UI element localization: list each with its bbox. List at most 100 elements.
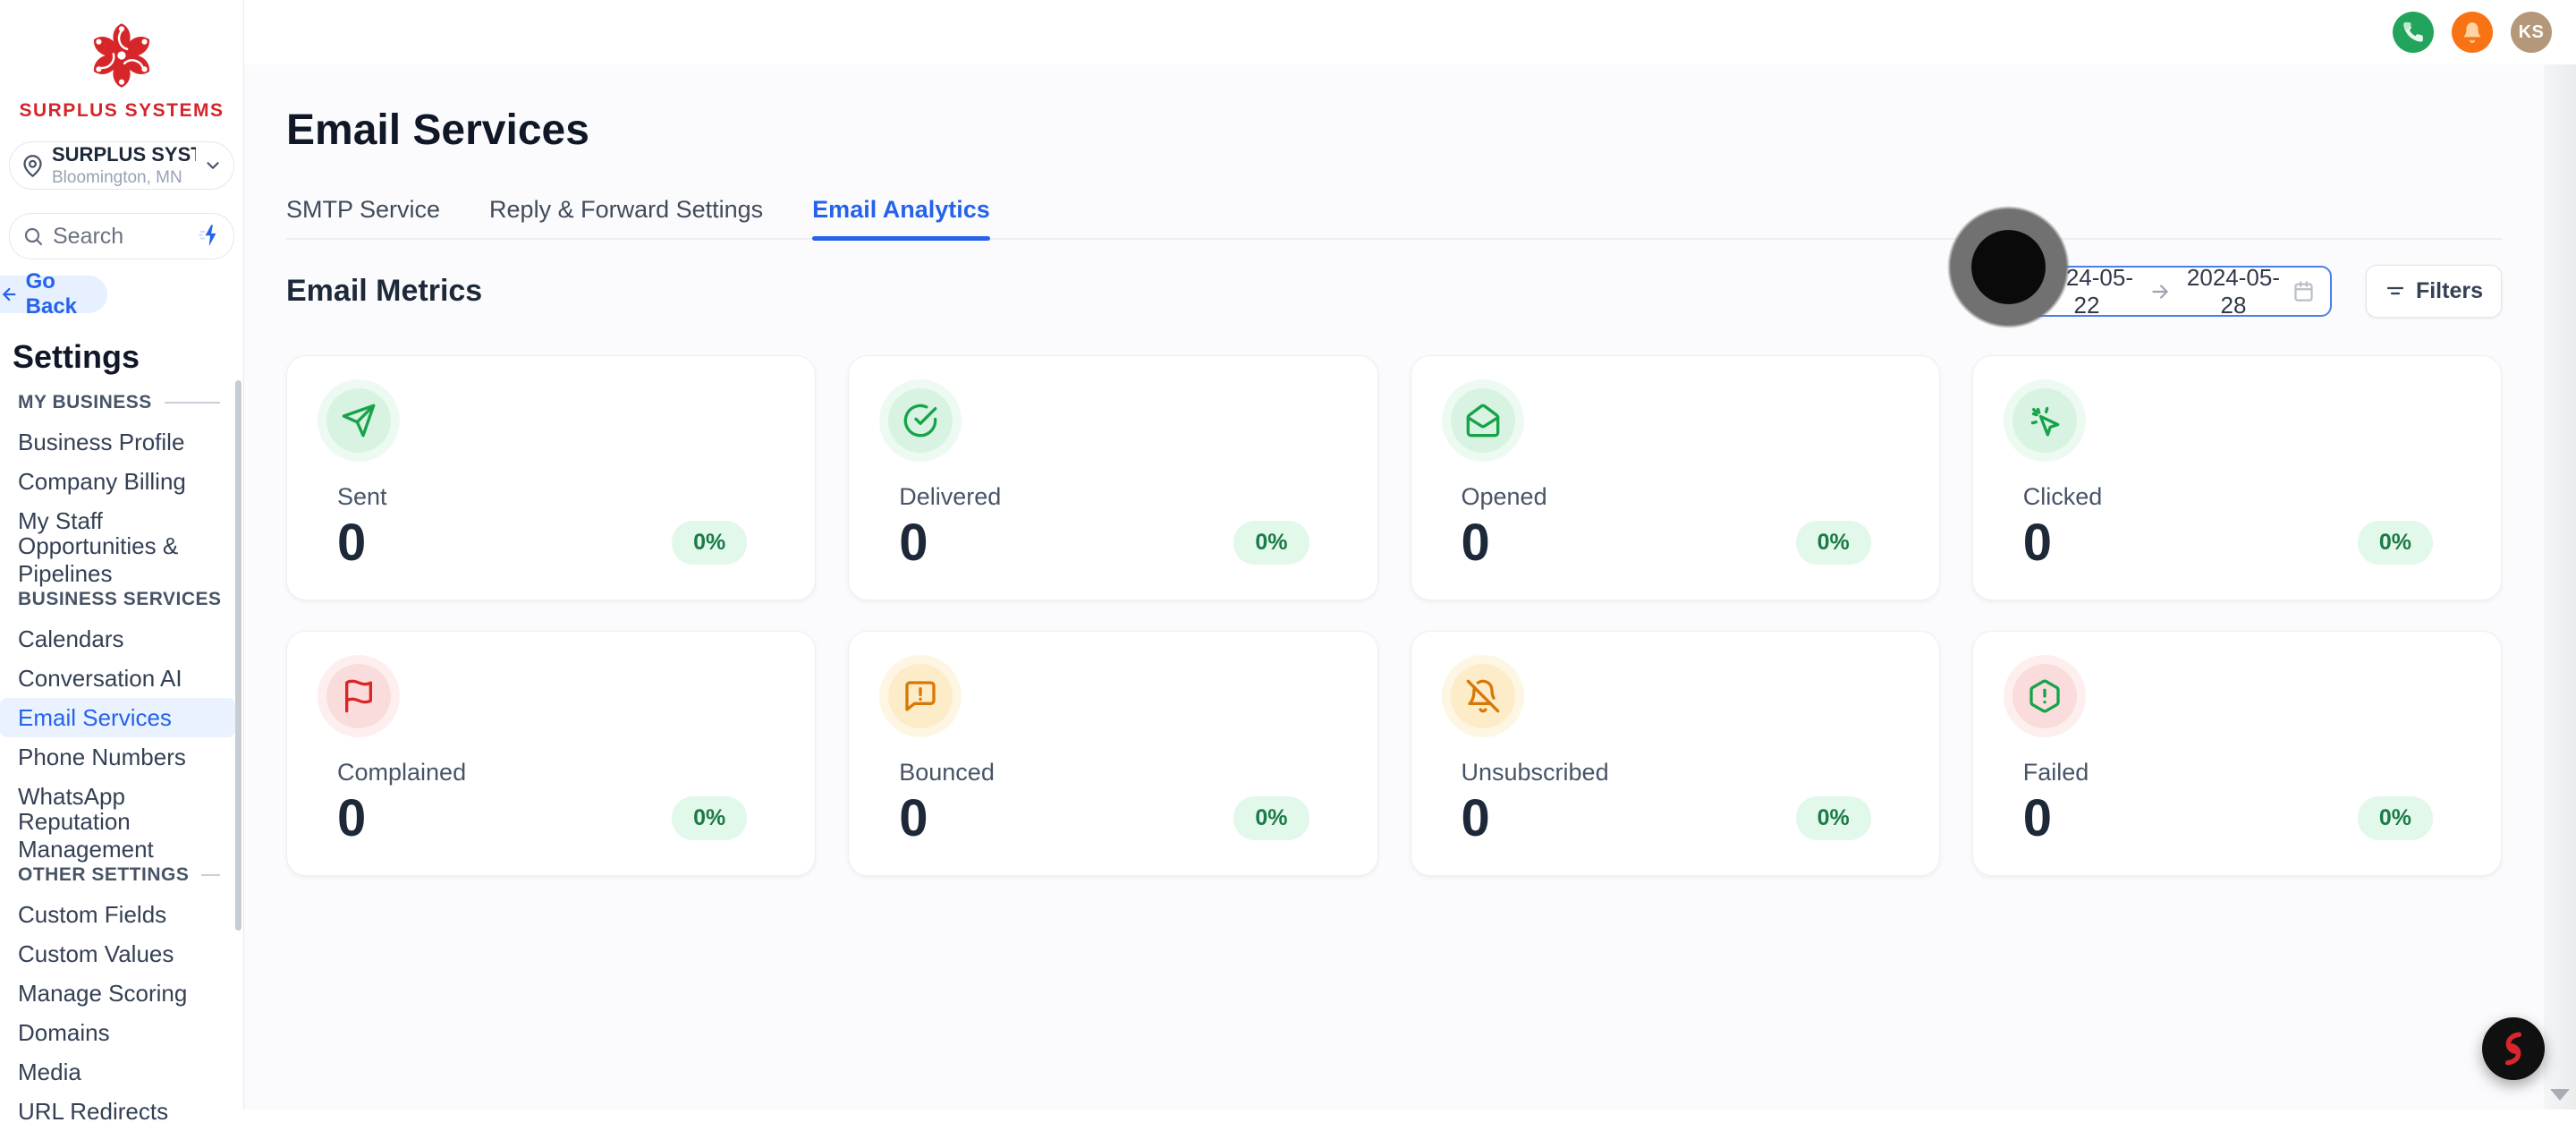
metric-value: 0 xyxy=(899,789,928,847)
metrics-header-row: Email Metrics 2024-05-22 2024-05-28 xyxy=(286,263,2502,319)
metric-label: Unsubscribed xyxy=(1461,759,1609,786)
metric-card-bounced: Bounced 0 0% xyxy=(848,631,1378,876)
sidebar-item-calendars[interactable]: Calendars xyxy=(18,625,124,652)
sidebar: SURPLUS SYSTEMS SURPLUS SYSTEM... Bloomi… xyxy=(0,0,244,1125)
search-icon xyxy=(24,227,43,246)
sidebar-item-media[interactable]: Media xyxy=(18,1058,81,1085)
metric-value-row: 0 0% xyxy=(337,514,748,572)
calendar-icon[interactable] xyxy=(2292,279,2316,303)
sidebar-item-phone-numbers[interactable]: Phone Numbers xyxy=(18,743,186,770)
page-scrollbar[interactable] xyxy=(2544,64,2576,1110)
metric-icon-circle xyxy=(2012,664,2077,728)
search-input[interactable]: Search xyxy=(9,213,234,259)
content-area: Email Services SMTP Service Reply & Forwa… xyxy=(244,64,2544,1110)
metric-percent-badge: 0% xyxy=(672,796,748,841)
sidebar-item-my-staff[interactable]: My Staff xyxy=(18,506,103,534)
page-title: Email Services xyxy=(286,106,589,154)
sidebar-item-reputation-management[interactable]: Reputation Management xyxy=(18,808,154,863)
date-range-picker[interactable]: 2024-05-22 2024-05-28 xyxy=(2012,263,2332,319)
metric-icon-ring xyxy=(879,655,962,737)
metric-card-delivered: Delivered 0 0% xyxy=(848,355,1378,600)
phone-button[interactable] xyxy=(2393,12,2434,53)
nav-section-divider xyxy=(164,402,220,404)
metrics-grid: Sent 0 0% Delivered 0 0% Opened 0 0% xyxy=(286,355,2502,876)
bell-icon xyxy=(2463,22,2481,43)
search-placeholder: Search xyxy=(53,223,124,249)
sidebar-item-email-services[interactable]: Email Services xyxy=(0,698,235,737)
metric-icon-ring xyxy=(2003,379,2086,462)
date-range-end-input[interactable]: 2024-05-28 xyxy=(2186,263,2280,319)
sidebar-item-opportunities-pipelines[interactable]: Opportunities & Pipelines xyxy=(18,532,179,587)
nav-section-business-services: BUSINESS SERVICES xyxy=(0,580,243,619)
location-name: SURPLUS SYSTEM... xyxy=(52,143,196,166)
metric-label: Bounced xyxy=(899,759,995,786)
metric-value-row: 0 0% xyxy=(1462,514,1871,572)
date-range-start-input[interactable]: 2024-05-22 xyxy=(2039,263,2133,319)
metric-percent-badge: 0% xyxy=(2357,521,2433,566)
metric-card-failed: Failed 0 0% xyxy=(1971,631,2502,876)
metric-label: Opened xyxy=(1461,483,1547,510)
metric-card-sent: Sent 0 0% xyxy=(286,355,817,600)
sidebar-item-custom-values[interactable]: Custom Values xyxy=(18,940,174,967)
tab-reply-forward-settings[interactable]: Reply & Forward Settings xyxy=(489,196,764,223)
metric-icon-circle xyxy=(326,388,391,453)
metric-value: 0 xyxy=(2022,789,2053,847)
location-city: Bloomington, MN xyxy=(52,168,182,187)
nav-section-label: OTHER SETTINGS xyxy=(18,864,190,885)
quick-actions-bolt-icon xyxy=(199,225,216,247)
nav-section-other-settings: OTHER SETTINGS xyxy=(0,855,243,895)
metric-value: 0 xyxy=(337,789,367,847)
topbar: KS xyxy=(244,0,2576,64)
metric-value: 0 xyxy=(1461,789,1490,847)
sidebar-item-url-redirects[interactable]: URL Redirects xyxy=(18,1097,169,1125)
sidebar-item-business-profile[interactable]: Business Profile xyxy=(18,428,185,455)
notifications-button[interactable] xyxy=(2452,12,2493,53)
metric-value: 0 xyxy=(2022,514,2053,572)
sidebar-item-domains[interactable]: Domains xyxy=(18,1018,110,1046)
chat-widget-button[interactable] xyxy=(2482,1017,2545,1080)
sidebar-item-manage-scoring[interactable]: Manage Scoring xyxy=(18,979,188,1007)
metric-value-row: 0 0% xyxy=(899,790,1309,847)
metric-label: Complained xyxy=(337,759,467,786)
send-icon xyxy=(342,404,376,438)
bell-off-icon xyxy=(1466,679,1499,713)
settings-nav: MY BUSINESS Business Profile Company Billi… xyxy=(0,383,243,1131)
sidebar-item-whatsapp[interactable]: WhatsApp xyxy=(18,782,125,810)
scrollbar-down-arrow-icon[interactable] xyxy=(2550,1089,2570,1101)
metric-label: Clicked xyxy=(2022,483,2103,510)
tab-smtp-service[interactable]: SMTP Service xyxy=(286,196,441,223)
sidebar-scrollbar-thumb[interactable] xyxy=(235,380,242,931)
metric-percent-badge: 0% xyxy=(1233,521,1309,566)
nav-section-label: MY BUSINESS xyxy=(18,392,152,412)
go-back-button[interactable]: Go Back xyxy=(0,269,107,319)
surplus-systems-logo-icon xyxy=(94,23,149,88)
message-alert-icon xyxy=(905,681,936,711)
metric-value-row: 0 0% xyxy=(1462,790,1871,847)
main-area: KS Email Services SMTP Service Reply & Fo… xyxy=(244,0,2576,1110)
location-selector[interactable]: SURPLUS SYSTEM... Bloomington, MN xyxy=(9,141,234,190)
brand-name: SURPLUS SYSTEMS xyxy=(19,100,225,121)
metric-value: 0 xyxy=(337,514,367,572)
metric-card-opened: Opened 0 0% xyxy=(1410,355,1940,600)
filters-button[interactable]: Filters xyxy=(2365,265,2502,318)
filters-label: Filters xyxy=(2415,278,2483,303)
metrics-controls: 2024-05-22 2024-05-28 Filters xyxy=(2012,263,2502,319)
tab-email-analytics[interactable]: Email Analytics xyxy=(812,196,990,241)
sidebar-title: Settings xyxy=(13,338,140,375)
metric-icon-ring xyxy=(318,379,400,462)
user-avatar[interactable]: KS xyxy=(2511,12,2552,53)
metric-label: Delivered xyxy=(899,483,1002,510)
chevron-down-icon[interactable] xyxy=(203,156,223,175)
sidebar-item-custom-fields[interactable]: Custom Fields xyxy=(18,900,167,928)
sidebar-item-conversation-ai[interactable]: Conversation AI xyxy=(18,664,182,692)
metric-icon-ring xyxy=(318,655,400,737)
metric-value-row: 0 0% xyxy=(2023,790,2433,847)
sidebar-item-company-billing[interactable]: Company Billing xyxy=(18,467,186,495)
metric-percent-badge: 0% xyxy=(1795,521,1871,566)
flag-icon xyxy=(345,679,372,713)
arrow-left-icon xyxy=(3,287,16,302)
metric-icon-circle xyxy=(1450,388,1515,453)
nav-section-my-business: MY BUSINESS xyxy=(0,383,243,422)
metric-value-row: 0 0% xyxy=(337,789,748,847)
brand-logo: SURPLUS SYSTEMS xyxy=(0,14,243,122)
